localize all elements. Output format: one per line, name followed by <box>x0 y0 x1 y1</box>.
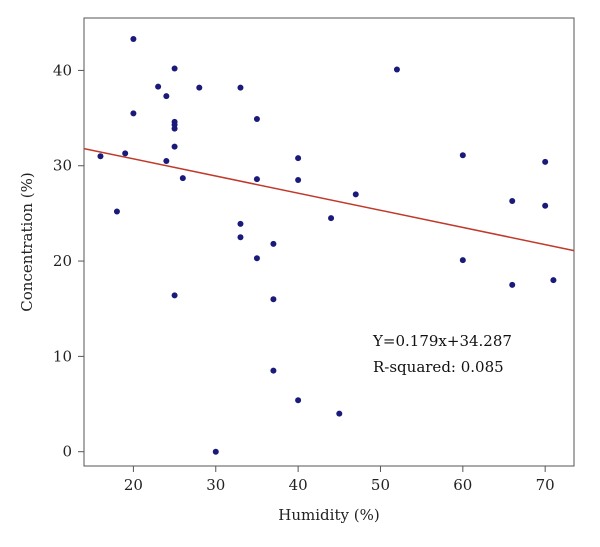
data-point-30 <box>336 410 343 417</box>
trendline-group <box>83 147 575 252</box>
data-point-33 <box>459 152 466 159</box>
data-point-31 <box>352 191 359 198</box>
x-tick-label-40: 40 <box>289 476 308 494</box>
data-point-12 <box>171 143 178 150</box>
y-tick-label-30: 30 <box>53 157 72 175</box>
data-point-37 <box>542 158 549 165</box>
data-point-6 <box>163 93 170 100</box>
data-point-19 <box>237 234 244 241</box>
data-point-32 <box>393 66 400 73</box>
y-tick-label-20: 20 <box>53 252 72 270</box>
x-tick-label-30: 30 <box>206 476 225 494</box>
data-point-4 <box>130 110 137 117</box>
regression-equation: Y=0.179x+34.287 <box>372 332 512 350</box>
x-tick-label-60: 60 <box>453 476 472 494</box>
data-point-14 <box>179 175 186 182</box>
data-point-26 <box>295 155 302 162</box>
data-point-22 <box>253 255 260 262</box>
data-point-36 <box>509 281 516 288</box>
y-axis-title: Concentration (%) <box>18 172 36 312</box>
data-point-17 <box>237 84 244 91</box>
data-point-16 <box>212 448 219 455</box>
data-point-11 <box>171 125 178 132</box>
y-tick-label-40: 40 <box>53 61 72 79</box>
data-point-18 <box>237 220 244 227</box>
x-tick-label-70: 70 <box>536 476 555 494</box>
axis-ticks: 20 30 40 50 60 70 0 10 20 30 40 <box>53 61 555 494</box>
data-point-28 <box>295 397 302 404</box>
plot-area <box>83 17 575 467</box>
data-point-0 <box>97 153 104 160</box>
data-point-39 <box>550 277 557 284</box>
y-tick-label-10: 10 <box>53 347 72 365</box>
trendline <box>83 147 575 252</box>
data-point-8 <box>171 65 178 72</box>
data-point-13 <box>171 292 178 299</box>
x-tick-label-50: 50 <box>371 476 390 494</box>
data-point-29 <box>328 215 335 222</box>
data-point-25 <box>270 367 277 374</box>
data-point-35 <box>509 198 516 205</box>
y-tick-label-0: 0 <box>62 443 72 461</box>
data-point-27 <box>295 177 302 184</box>
data-point-20 <box>253 116 260 123</box>
data-points <box>97 35 557 455</box>
data-point-7 <box>163 157 170 164</box>
r-squared-label: R-squared: 0.085 <box>373 358 504 376</box>
data-point-21 <box>253 176 260 183</box>
data-point-34 <box>459 257 466 264</box>
data-point-24 <box>270 296 277 303</box>
data-point-1 <box>113 208 120 215</box>
data-point-5 <box>155 83 162 90</box>
x-tick-label-20: 20 <box>124 476 143 494</box>
data-point-38 <box>542 202 549 209</box>
data-point-3 <box>130 35 137 42</box>
data-point-23 <box>270 240 277 247</box>
x-axis-title: Humidity (%) <box>278 506 379 524</box>
data-point-2 <box>122 150 129 157</box>
data-point-15 <box>196 84 203 91</box>
